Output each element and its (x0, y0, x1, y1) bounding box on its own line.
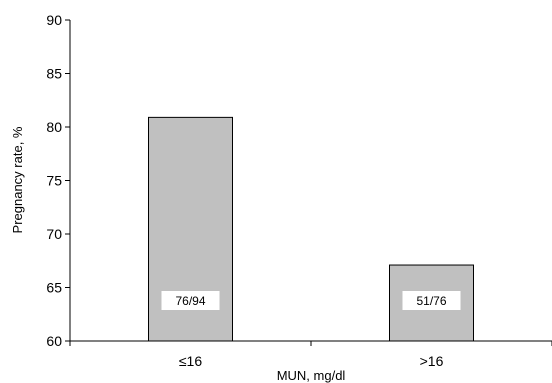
axes-group: 60 65 70 75 80 85 90 (46, 12, 552, 349)
labels-group: 76/94 ≤16 51/76 >16 (161, 291, 461, 369)
y-tick-label-1: 60 (46, 333, 62, 349)
bar-label-box-1 (161, 291, 220, 310)
bar-label-1: 76/94 (175, 294, 205, 308)
y-tick-label-7: 90 (46, 12, 62, 28)
x-axis-title: MUN, mg/dl (277, 368, 346, 383)
y-tick-label-3: 70 (46, 226, 62, 242)
y-tick-label-4: 75 (46, 173, 62, 189)
x-tick-label-1: ≤16 (179, 353, 202, 369)
y-axis-title: Pregnancy rate, % (10, 126, 25, 233)
y-tick-label-5: 80 (46, 119, 62, 135)
bar-label-2: 51/76 (416, 294, 446, 308)
bar-label-box-2 (402, 291, 461, 310)
y-tick-label-2: 65 (46, 280, 62, 296)
x-tick-label-2: >16 (420, 353, 444, 369)
y-tick-label-6: 85 (46, 66, 62, 82)
